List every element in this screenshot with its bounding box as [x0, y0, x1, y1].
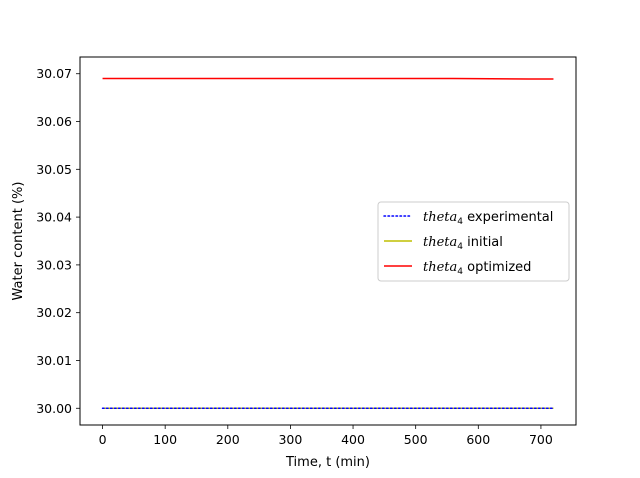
legend-box — [377, 201, 570, 282]
x-tick-label: 200 — [216, 432, 240, 447]
y-tick-label: 30.07 — [36, 66, 72, 81]
x-axis-ticks: 0 100 200 300 400 500 600 700 — [99, 425, 553, 447]
x-tick-label: 300 — [278, 432, 302, 447]
legend-label-1: theta4 experimental — [423, 210, 553, 227]
y-tick-label: 30.06 — [36, 114, 72, 129]
y-tick-label: 30.02 — [36, 305, 72, 320]
x-tick-label: 700 — [529, 432, 553, 447]
y-tick-label: 30.01 — [36, 353, 72, 368]
legend-label-3: theta4 optimized — [423, 260, 531, 277]
x-tick-label: 500 — [404, 432, 428, 447]
x-tick-label: 100 — [153, 432, 177, 447]
x-tick-label: 600 — [466, 432, 490, 447]
plot-frame — [79, 56, 577, 426]
x-tick-label: 400 — [341, 432, 365, 447]
x-tick-label: 0 — [99, 432, 107, 447]
y-axis-ticks: 30.00 30.01 30.02 30.03 30.04 30.05 30.06 30.07 — [36, 66, 80, 416]
y-tick-label: 30.05 — [36, 162, 72, 177]
y-tick-label: 30.00 — [36, 401, 72, 416]
series-layer — [101, 77, 555, 410]
y-tick-label: 30.03 — [36, 257, 72, 272]
y-axis-label: Water content (%) — [11, 182, 26, 301]
y-tick-label: 30.04 — [36, 210, 72, 225]
legend-label-2: theta4 initial — [423, 235, 503, 252]
legend: theta4 experimental theta4 initial theta4 … — [377, 201, 570, 282]
x-axis-label: Time, t (min) — [285, 455, 370, 470]
